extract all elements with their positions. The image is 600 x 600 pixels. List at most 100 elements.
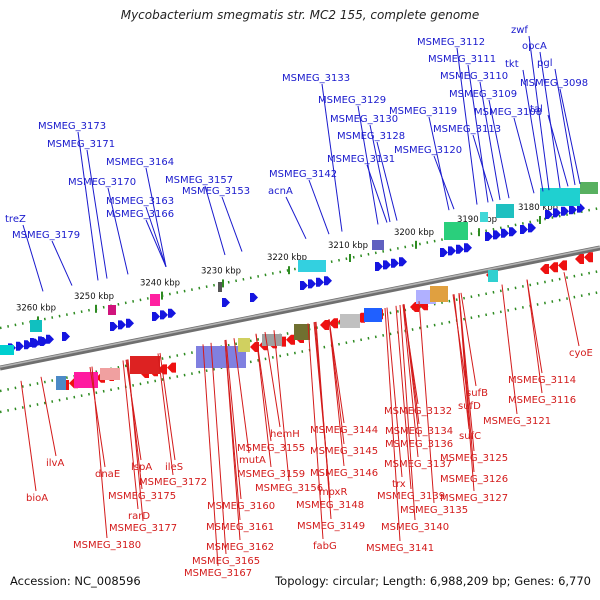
leader-iles <box>159 352 176 461</box>
gene-label-msmeg-3129: MSMEG_3129 <box>318 95 386 106</box>
gene-label-msmeg-3109: MSMEG_3109 <box>449 89 517 100</box>
gene-label-msmeg-3170: MSMEG_3170 <box>68 177 136 188</box>
leader-rard <box>122 360 139 510</box>
leader-dnae <box>89 366 106 468</box>
gene-block <box>540 188 580 206</box>
gene-label-opca: opcA <box>522 41 547 52</box>
leader-msmeg-3119 <box>428 116 450 211</box>
gene-block <box>496 204 514 218</box>
leader-msmeg-3146 <box>328 319 345 467</box>
leader-msmeg-3120 <box>433 155 455 210</box>
gene-label-msmeg-3110: MSMEG_3110 <box>440 71 508 82</box>
gene-label-msmeg-3139: MSMEG_3139 <box>377 491 445 502</box>
gene-block <box>372 240 384 250</box>
leader-msmeg-3180 <box>91 366 108 539</box>
gene-label-ilva: ilvA <box>46 458 64 469</box>
gene-arrow <box>62 332 70 341</box>
gene-label-msmeg-3127: MSMEG_3127 <box>440 493 508 504</box>
gene-arrow <box>126 318 134 328</box>
leader-msmeg-3121 <box>501 284 518 415</box>
gene-label-msmeg-3171: MSMEG_3171 <box>47 139 115 150</box>
gene-block <box>430 286 448 302</box>
gene-block <box>150 294 160 306</box>
gene-arrow <box>584 252 593 263</box>
gene-label-sufd: sufD <box>458 401 481 412</box>
gene-block <box>108 305 116 315</box>
leader-bioa <box>20 380 37 492</box>
leader-msmeg-3131 <box>366 164 388 223</box>
gene-label-msmeg-3175: MSMEG_3175 <box>108 491 176 502</box>
gene-label-msmeg-3108: MSMEG_3108 <box>474 107 542 118</box>
gene-label-msmeg-3145: MSMEG_3145 <box>310 446 378 457</box>
ruler-tick-label: 3210 kbp <box>328 241 368 251</box>
gene-label-sufb: sufB <box>466 388 488 399</box>
gene-block <box>56 376 66 390</box>
gene-label-msmeg-3166: MSMEG_3166 <box>106 209 174 220</box>
gene-label-msmeg-3119: MSMEG_3119 <box>389 106 457 117</box>
gene-arrow <box>569 205 577 215</box>
gene-arrow <box>540 264 549 274</box>
leader-msmeg-3111 <box>467 64 489 203</box>
gene-label-msmeg-3142: MSMEG_3142 <box>269 169 337 180</box>
leader-trx <box>386 307 403 478</box>
gene-arrow <box>545 210 553 219</box>
gene-arrow <box>399 257 407 267</box>
gene-arrow <box>561 206 569 216</box>
leader-opca <box>539 51 561 189</box>
gene-label-msmeg-3179: MSMEG_3179 <box>12 230 80 241</box>
gene-block <box>340 314 360 328</box>
leader-sufb <box>460 292 477 387</box>
leader-msmeg-3142 <box>308 179 330 235</box>
map-title: Mycobacterium smegmatis str. MC2 155, co… <box>120 8 480 22</box>
leader-msmeg-3133 <box>321 83 343 232</box>
leader-msmeg-3136 <box>403 304 420 438</box>
leader-tal <box>547 114 569 187</box>
gene-block <box>218 282 222 292</box>
gene-block <box>364 308 382 322</box>
leader-tkt <box>522 69 544 192</box>
ruler-tick-label: 3180 kbp <box>518 203 558 213</box>
gene-arrow <box>160 310 168 320</box>
gene-label-hemh: hemH <box>270 429 300 440</box>
gene-label-msmeg-3156: MSMEG_3156 <box>255 483 323 494</box>
gene-arrow <box>448 246 456 256</box>
gene-label-iles: ileS <box>165 462 183 473</box>
leader-msmeg-3167 <box>202 344 219 567</box>
ruler-tick-label: 3240 kbp <box>140 279 180 289</box>
leader-msmeg-3173 <box>77 131 99 281</box>
gene-label-lspa: lspA <box>131 462 152 473</box>
gene-arrow <box>356 312 365 323</box>
gene-label-msmeg-3163: MSMEG_3163 <box>106 196 174 207</box>
gene-block <box>0 345 14 355</box>
gene-label-msmeg-3134: MSMEG_3134 <box>385 426 453 437</box>
gene-label-msmeg-3131: MSMEG_3131 <box>327 154 395 165</box>
gene-label-moxr: moxR <box>319 487 347 498</box>
gene-label-msmeg-3128: MSMEG_3128 <box>337 131 405 142</box>
gene-label-msmeg-3172: MSMEG_3172 <box>139 477 207 488</box>
gene-arrow <box>167 362 176 373</box>
ruler-tick-label: 3200 kbp <box>394 228 434 238</box>
gene-label-rard: rarD <box>128 511 150 522</box>
leader-msmeg-3116 <box>526 279 543 394</box>
leader-msmeg-3170 <box>107 187 129 275</box>
gene-label-msmeg-3157: MSMEG_3157 <box>165 175 233 186</box>
leader-msmeg-3157 <box>204 185 226 256</box>
gene-block <box>488 270 498 282</box>
leader-msmeg-3098 <box>559 88 581 185</box>
gene-arrow <box>46 334 54 344</box>
gene-label-msmeg-3113: MSMEG_3113 <box>433 124 501 135</box>
gene-arrow <box>152 312 160 321</box>
gene-label-pgl: pgl <box>537 58 552 69</box>
gene-arrow <box>118 320 126 330</box>
ruler-tick-label: 3190 kbp <box>457 215 497 225</box>
leader-msmeg-3166 <box>145 219 167 267</box>
gene-label-msmeg-3126: MSMEG_3126 <box>440 474 508 485</box>
gene-block <box>30 320 42 332</box>
leader-msmeg-3128 <box>376 141 398 221</box>
gene-label-msmeg-3146: MSMEG_3146 <box>310 468 378 479</box>
gene-arrow <box>110 322 118 331</box>
gene-block <box>298 260 326 272</box>
leader-msmeg-3172 <box>157 353 174 476</box>
leader-msmeg-3153 <box>221 196 243 252</box>
